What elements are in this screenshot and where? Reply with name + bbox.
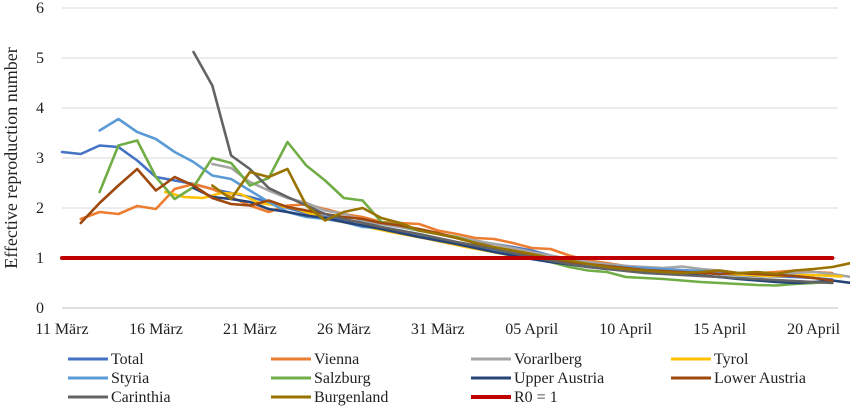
legend-label: Salzburg	[314, 370, 371, 387]
legend-label: Tyrol	[714, 351, 749, 368]
legend-label: Upper Austria	[514, 370, 604, 387]
x-tick-labels: 11 März 16 März 21 März 26 März 31 März 05 Ap…	[35, 321, 840, 338]
legend-item-carinthia: Carinthia	[68, 389, 171, 406]
x-tick-label: 15 April	[693, 321, 746, 338]
legend-label: Vorarlberg	[514, 351, 582, 368]
legend-item-total: Total	[68, 351, 144, 368]
x-tick-label: 31 März	[411, 321, 465, 338]
legend-item-tyrol: Tyrol	[671, 351, 749, 368]
y-axis-label: Effective reproduction number	[1, 47, 21, 269]
legend-label: Lower Austria	[714, 370, 806, 387]
legend-label: R0 = 1	[514, 389, 558, 406]
y-tick-label: 5	[36, 50, 44, 67]
legend-item-styria: Styria	[68, 370, 149, 387]
x-tick-label: 16 März	[129, 321, 183, 338]
grid-lines	[62, 7, 838, 259]
y-tick-label: 4	[36, 100, 44, 117]
y-tick-label: 3	[36, 150, 44, 167]
series-line-carinthia	[192, 50, 834, 285]
legend-label: Burgenland	[314, 389, 388, 406]
x-tick-label: 21 März	[223, 321, 277, 338]
legend-item-vienna: Vienna	[271, 351, 359, 368]
x-tick-label: 11 März	[35, 321, 88, 338]
y-tick-label: 6	[36, 0, 44, 17]
y-tick-labels: 0 1 2 3 4 5 6	[36, 0, 44, 317]
x-tick-label: 26 März	[317, 321, 371, 338]
legend-label: Carinthia	[111, 389, 171, 406]
x-tick-label: 10 April	[599, 321, 652, 338]
y-tick-label: 1	[36, 250, 44, 267]
legend-item-salzburg: Salzburg	[271, 370, 371, 387]
legend-label: Vienna	[314, 351, 359, 368]
legend: Total Vienna Vorarlberg Tyrol Styria Salzburg…	[68, 351, 806, 406]
legend-label: Total	[111, 351, 144, 368]
legend-item-upper-austria: Upper Austria	[471, 370, 604, 387]
series-line-salzburg	[98, 139, 834, 287]
legend-item-burgenland: Burgenland	[271, 389, 388, 406]
legend-label: Styria	[111, 370, 149, 387]
x-tick-label: 05 April	[505, 321, 558, 338]
legend-item-vorarlberg: Vorarlberg	[471, 351, 582, 368]
legend-item-lower-austria: Lower Austria	[671, 370, 806, 387]
y-tick-label: 0	[36, 300, 44, 317]
x-tick-label: 20 April	[787, 321, 840, 338]
series-line-lower-austria	[79, 167, 834, 282]
series-line-tyrol	[164, 190, 844, 278]
series-line-upper-austria	[192, 186, 850, 285]
y-tick-label: 2	[36, 200, 44, 217]
legend-item-r0-1: R0 = 1	[471, 389, 558, 406]
series-lines	[60, 50, 850, 287]
